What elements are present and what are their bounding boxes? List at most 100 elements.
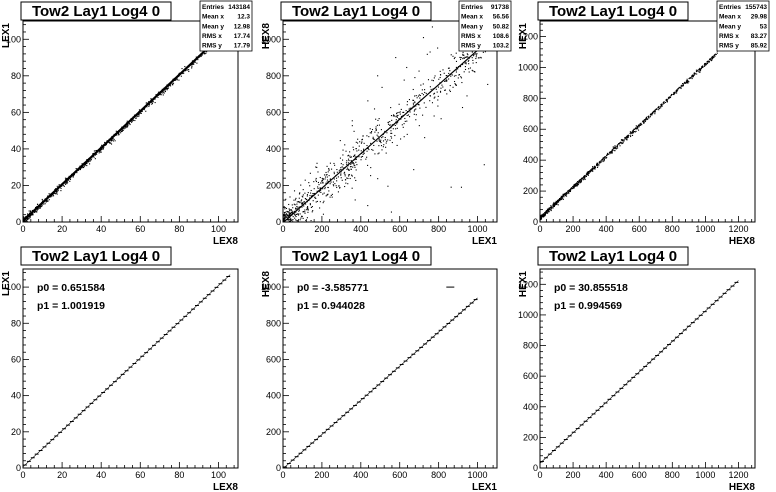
scatter-point	[101, 144, 103, 146]
scatter-point	[311, 206, 313, 208]
scatter-point	[550, 205, 552, 207]
scatter-point	[372, 149, 374, 151]
scatter-point	[446, 75, 448, 77]
scatter-point	[54, 188, 56, 191]
title-box	[537, 1, 689, 21]
scatter-point	[85, 164, 87, 166]
scatter-point	[289, 196, 291, 198]
scatter-point	[289, 209, 291, 211]
scatter-point	[103, 146, 105, 148]
scatter-point	[651, 114, 653, 116]
scatter-point	[580, 180, 582, 182]
x-tick-label: 800	[665, 224, 680, 234]
scatter-point	[358, 145, 360, 147]
scatter-point	[540, 214, 542, 216]
scatter-point	[148, 101, 150, 103]
stats-label: RMS y	[202, 43, 222, 50]
scatter-point	[76, 172, 78, 174]
scatter-point	[205, 52, 207, 54]
scatter-point	[320, 187, 322, 189]
scatter-point	[284, 219, 286, 221]
scatter-point	[448, 78, 450, 80]
scatter-point	[286, 214, 289, 216]
scatter-point	[296, 213, 299, 215]
scatter-point	[146, 102, 148, 104]
scatter-point	[476, 53, 478, 55]
scatter-point	[661, 105, 663, 107]
scatter-point	[644, 119, 646, 121]
scatter-point	[391, 141, 393, 144]
stats-value: 91738	[491, 4, 509, 11]
scatter-point	[317, 171, 319, 173]
scatter-point	[345, 162, 347, 164]
scatter-point	[315, 197, 317, 199]
scatter-point	[466, 56, 468, 58]
scatter-point	[656, 108, 658, 111]
y-tick-label: 800	[266, 318, 281, 328]
scatter-point	[310, 220, 312, 222]
scatter-point	[191, 66, 193, 68]
scatter-point	[345, 150, 347, 152]
scatter-point	[562, 197, 564, 199]
scatter-point	[449, 84, 451, 87]
stats-label: Entries	[719, 4, 741, 11]
scatter-point	[382, 223, 383, 224]
y-tick-label: 600	[266, 107, 281, 117]
scatter-point	[463, 54, 465, 56]
scatter-point	[468, 71, 470, 73]
scatter-point	[559, 198, 561, 200]
scatter-point	[681, 83, 684, 85]
scatter-point	[547, 211, 549, 213]
scatter-point	[460, 76, 462, 78]
scatter-point	[328, 175, 330, 177]
scatter-point	[315, 177, 317, 180]
scatter-point	[344, 171, 346, 173]
scatter-point	[324, 178, 326, 180]
scatter-point	[145, 102, 147, 104]
scatter-point	[712, 56, 714, 59]
scatter-point	[111, 139, 113, 142]
stats-label: Mean y	[461, 23, 483, 30]
scatter-point	[429, 100, 431, 102]
scatter-point	[30, 214, 32, 216]
scatter-point	[702, 66, 704, 69]
scatter-point	[26, 221, 28, 222]
stats-value: 155743	[745, 4, 767, 11]
scatter-point	[625, 138, 627, 140]
scatter-point	[352, 166, 354, 168]
scatter-point	[307, 209, 309, 211]
scatter-point	[575, 185, 577, 187]
scatter-point	[165, 87, 168, 89]
scatter-point	[649, 116, 652, 118]
scatter-point	[400, 108, 402, 110]
y-tick-label: 1200	[518, 279, 538, 289]
scatter-point	[403, 79, 405, 81]
scatter-point	[715, 53, 717, 56]
scatter-point	[449, 70, 451, 72]
scatter-point	[574, 184, 576, 186]
scatter-point	[580, 179, 582, 181]
scatter-point	[304, 192, 306, 194]
scatter-point	[572, 185, 574, 188]
scatter-point	[181, 68, 183, 70]
scatter-point	[582, 177, 584, 179]
scatter-point	[286, 216, 288, 218]
scatter-point	[550, 207, 553, 209]
scatter-point	[631, 134, 634, 136]
scatter-point	[585, 175, 587, 178]
scatter-point	[391, 132, 393, 134]
scatter-point	[423, 102, 425, 104]
scatter-point	[63, 185, 65, 187]
scatter-point	[322, 178, 324, 180]
scatter-point	[55, 191, 57, 193]
scatter-point	[377, 178, 379, 180]
scatter-point	[311, 211, 313, 213]
scatter-point	[129, 123, 131, 126]
fit-line	[540, 280, 739, 464]
scatter-point	[465, 61, 467, 63]
scatter-point	[288, 213, 290, 215]
scatter-point	[178, 79, 180, 81]
scatter-point	[459, 66, 462, 68]
scatter-point	[472, 59, 474, 61]
scatter-point	[371, 130, 373, 133]
